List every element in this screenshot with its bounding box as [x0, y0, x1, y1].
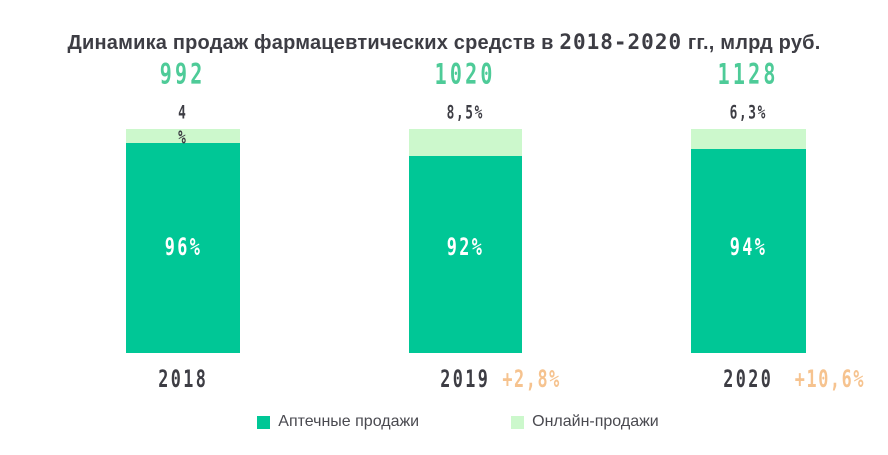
pharmacy-share-2019-text: 92% [446, 233, 485, 261]
year-2019-text: 2019 [439, 365, 491, 393]
pharmacy-share-label-2019: 92% [409, 233, 522, 261]
online-share-2019-line1: 8,5% [446, 101, 484, 124]
legend-item-pharmacy: Аптечные продажи [257, 413, 419, 431]
online-share-label-2018: 4% [63, 101, 303, 151]
online-share-label-2020: 6,3% [628, 101, 868, 150]
online-share-2018-line1: 4 [178, 101, 188, 124]
total-value-2020: 1128 [628, 57, 868, 92]
pharmacy-share-2018-text: 96% [164, 233, 202, 261]
chart-title: Динамика продаж фармацевтических средств… [0, 30, 888, 55]
growth-2020-text: +10,6% [794, 365, 866, 393]
online-share-label-2019: 8,5% [345, 101, 585, 150]
pharmacy-segment-2019 [409, 156, 522, 353]
legend-item-online: Онлайн-продажи [511, 413, 659, 431]
total-value-2018: 992 [63, 57, 303, 92]
year-2018-text: 2018 [157, 365, 209, 393]
online-segment-2020 [691, 129, 806, 149]
total-value-2019-text: 1020 [434, 57, 496, 92]
bar-column-2020: 94% [691, 129, 806, 353]
growth-label-2020: +10,6% [786, 365, 874, 393]
bar-column-2019: 92% [409, 129, 522, 353]
legend-label-online: Онлайн-продажи [532, 413, 659, 430]
pharmacy-swatch-icon [257, 415, 271, 429]
pharmacy-share-label-2018: 96% [126, 233, 240, 261]
axis-label-2018: 2018 [63, 365, 303, 393]
pharmacy-segment-2018 [126, 143, 240, 353]
online-segment-2019 [409, 129, 522, 156]
chart-title-years: 2018-2020 [559, 30, 683, 54]
axis-label-2020: 2020 +10,6% [628, 365, 868, 393]
legend-label-pharmacy: Аптечные продажи [278, 413, 420, 430]
growth-label-2019: +2,8% [495, 365, 568, 393]
online-share-2020-line1: 6,3% [729, 101, 767, 124]
total-value-2018-text: 992 [160, 57, 206, 92]
pharmacy-share-label-2020: 94% [691, 233, 806, 261]
bar-column-2018: 96% [126, 129, 240, 353]
pharmacy-segment-2020 [691, 149, 806, 353]
axis-label-2019: 2019 +2,8% [345, 365, 585, 393]
total-value-2020-text: 1128 [717, 57, 779, 92]
year-2020-text: 2020 [722, 365, 774, 393]
chart-title-text-before: Динамика продаж фармацевтических средств… [67, 32, 560, 54]
chart-title-text-after: гг., млрд руб. [682, 32, 821, 54]
online-swatch-icon [511, 415, 525, 429]
online-segment-2018 [126, 129, 240, 143]
legend: Аптечные продажи Онлайн-продажи [0, 413, 888, 431]
pharmacy-share-2020-text: 94% [729, 233, 768, 261]
online-share-2018-line2: % [178, 126, 188, 149]
growth-2019-text: +2,8% [502, 365, 561, 393]
total-value-2019: 1020 [345, 57, 585, 92]
